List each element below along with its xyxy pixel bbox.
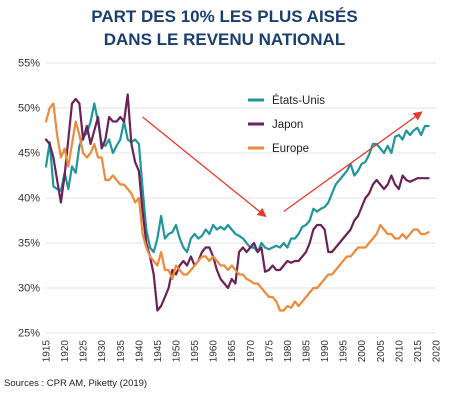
x-tick-label: 1965 bbox=[227, 340, 238, 363]
y-tick-label: 25% bbox=[18, 328, 40, 340]
x-tick-label: 1970 bbox=[246, 340, 257, 363]
y-tick-label: 40% bbox=[18, 193, 40, 205]
x-tick-label: 1935 bbox=[116, 340, 127, 363]
x-tick-label: 1990 bbox=[320, 340, 331, 363]
y-tick-label: 50% bbox=[18, 103, 40, 115]
arrow-layer bbox=[142, 111, 423, 218]
x-tick-label: 1915 bbox=[42, 340, 53, 363]
x-tick-label: 1940 bbox=[134, 340, 145, 363]
series-line-États-Unis bbox=[44, 102, 430, 254]
legend-label: États-Unis bbox=[272, 94, 325, 107]
x-axis: 1915 1920 1925 1930 1935 1940 1945 1950 1955 1960… bbox=[42, 340, 443, 363]
x-tick-label: 1925 bbox=[79, 340, 90, 363]
y-axis: 25% 30% 35% 40% 45% 50% 55% bbox=[18, 58, 40, 340]
series-line-Europe bbox=[44, 102, 430, 312]
source-note: Sources : CPR AM, Piketty (2019) bbox=[4, 378, 148, 389]
legend-label: Japon bbox=[272, 119, 303, 131]
grid-layer bbox=[46, 62, 436, 334]
x-tick-label: 1985 bbox=[302, 340, 313, 363]
series-layer bbox=[44, 93, 430, 312]
x-tick-label: 1945 bbox=[153, 340, 164, 363]
y-tick-label: 30% bbox=[18, 283, 40, 295]
x-tick-label: 1980 bbox=[283, 340, 294, 363]
trend-arrow bbox=[142, 116, 267, 218]
x-tick-label: 1955 bbox=[190, 340, 201, 363]
chart-title-line1: PART DES 10% LES PLUS AISÉS bbox=[91, 7, 358, 26]
x-tick-label: 1950 bbox=[172, 340, 183, 363]
series-line-Japon bbox=[44, 93, 430, 312]
x-tick-label: 1930 bbox=[97, 340, 108, 363]
x-tick-label: 2010 bbox=[394, 340, 405, 363]
trend-arrow bbox=[283, 111, 423, 213]
y-tick-label: 45% bbox=[18, 148, 40, 160]
x-tick-label: 1995 bbox=[339, 340, 350, 363]
x-tick-label: 1975 bbox=[264, 340, 275, 363]
x-tick-label: 1960 bbox=[209, 340, 220, 363]
legend: États-Unis Japon Europe bbox=[248, 94, 325, 155]
x-tick-label: 2015 bbox=[413, 340, 424, 363]
x-tick-label: 2020 bbox=[432, 340, 443, 363]
x-tick-label: 2000 bbox=[357, 340, 368, 363]
legend-label: Europe bbox=[272, 143, 309, 155]
x-tick-label: 1920 bbox=[60, 340, 71, 363]
y-tick-label: 55% bbox=[18, 58, 40, 70]
x-tick-label: 2005 bbox=[376, 340, 387, 363]
chart-title-line2: DANS LE REVENU NATIONAL bbox=[103, 30, 346, 49]
y-tick-label: 35% bbox=[18, 238, 40, 250]
